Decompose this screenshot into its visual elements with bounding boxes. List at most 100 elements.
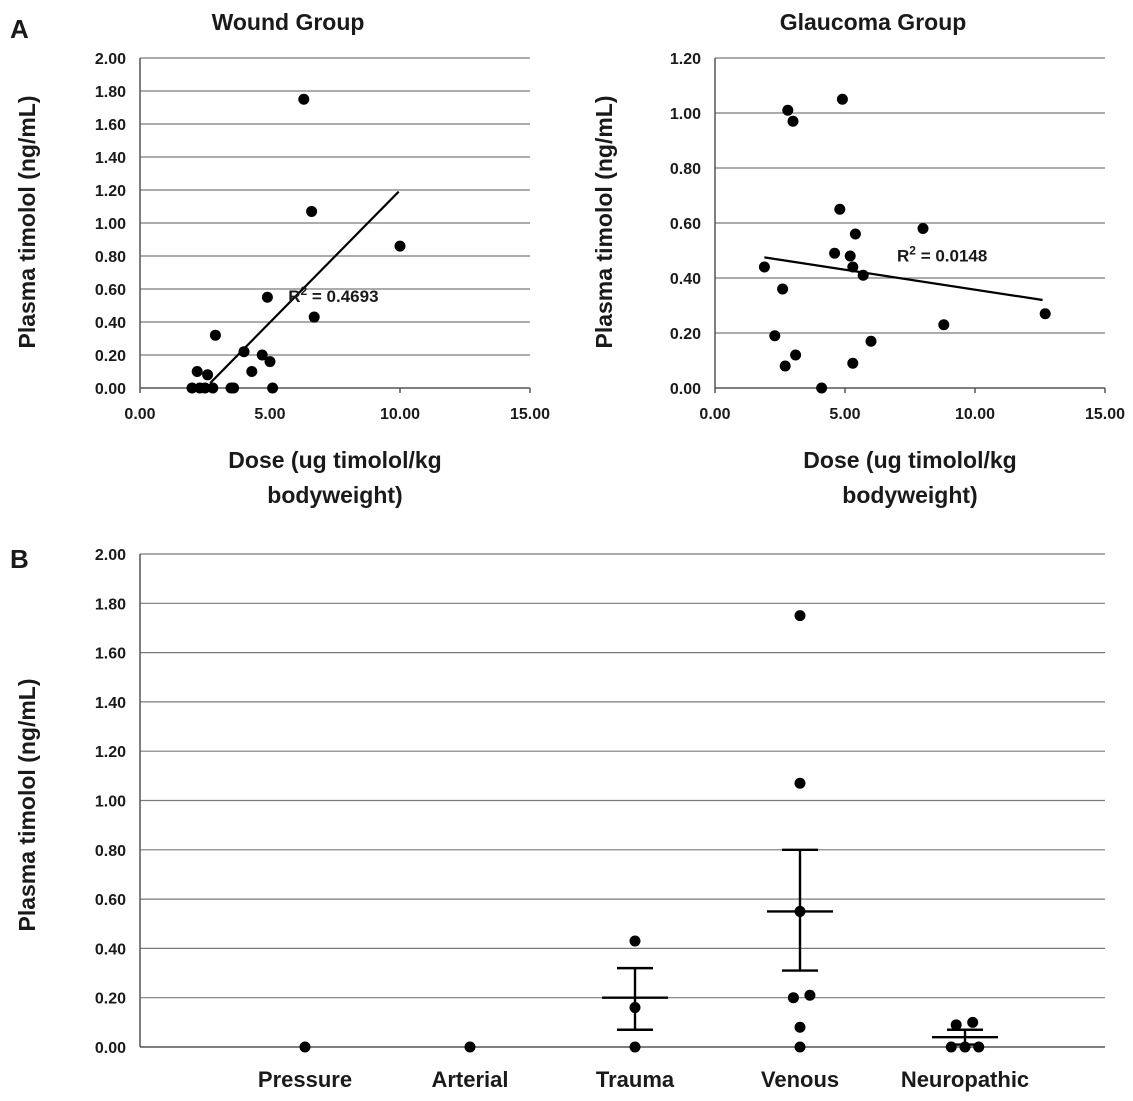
glaucoma-data-point xyxy=(847,261,859,273)
wound-data-point xyxy=(202,369,214,381)
wound-data-point xyxy=(308,311,320,323)
glaucoma-data-point xyxy=(777,283,789,295)
bytype-y-tick-label: 0.00 xyxy=(95,1040,126,1057)
bytype-y-tick-label: 1.00 xyxy=(95,794,126,811)
wound-data-point xyxy=(228,382,240,394)
glaucoma-x-axis-label-line2: bodyweight) xyxy=(842,482,977,508)
bytype-category-label: Pressure xyxy=(258,1067,352,1092)
wound-y-tick-label: 1.00 xyxy=(95,216,126,233)
glaucoma-data-point xyxy=(782,104,794,116)
bytype-y-tick-label: 2.00 xyxy=(95,547,126,564)
glaucoma-x-tick-label: 10.00 xyxy=(955,406,995,423)
bytype-y-tick-label: 1.80 xyxy=(95,596,126,613)
bytype-data-point xyxy=(794,905,806,917)
wound-data-point xyxy=(209,329,221,341)
glaucoma-data-point xyxy=(769,330,781,342)
wound-data-point xyxy=(199,382,211,394)
bytype-category-label: Arterial xyxy=(431,1067,508,1092)
bytype-data-point xyxy=(794,1021,806,1033)
glaucoma-y-axis-label: Plasma timolol (ng/mL) xyxy=(591,95,617,348)
glaucoma-data-point xyxy=(787,115,799,127)
wound-x-axis-label-line1: Dose (ug timolol/kg xyxy=(228,447,441,473)
wound-data-point xyxy=(238,346,250,358)
bytype-data-point xyxy=(629,935,641,947)
glaucoma-y-tick-label: 0.80 xyxy=(670,161,701,178)
wound-y-tick-label: 1.20 xyxy=(95,183,126,200)
wound-y-tick-label: 0.00 xyxy=(95,381,126,398)
bytype-data-point xyxy=(629,1002,641,1014)
wound-data-point xyxy=(246,366,258,377)
bytype-y-tick-label: 0.80 xyxy=(95,843,126,860)
wound-y-tick-label: 0.80 xyxy=(95,249,126,266)
bytype-data-point xyxy=(950,1019,962,1031)
wound-y-tick-label: 0.20 xyxy=(95,348,126,365)
wound-data-point xyxy=(186,382,198,394)
glaucoma-data-point xyxy=(834,203,846,215)
glaucoma-group-chart: Glaucoma Group Plasma timolol (ng/mL) Do… xyxy=(591,9,1125,508)
wound-y-tick-label: 1.40 xyxy=(95,150,126,167)
glaucoma-data-point xyxy=(758,261,770,273)
wound-y-tick-label: 1.60 xyxy=(95,117,126,134)
glaucoma-data-point xyxy=(917,223,929,234)
bytype-data-point xyxy=(794,610,806,622)
wound-x-tick-label: 0.00 xyxy=(124,406,155,423)
wound-data-point xyxy=(298,93,310,105)
wound-x-tick-label: 10.00 xyxy=(380,406,420,423)
glaucoma-chart-title: Glaucoma Group xyxy=(780,9,967,35)
glaucoma-y-tick-label: 0.60 xyxy=(670,216,701,233)
bytype-data-point xyxy=(629,1041,641,1053)
bytype-data-point xyxy=(973,1041,985,1053)
wound-data-point xyxy=(267,382,279,394)
wound-r-squared-label: R2 = 0.4693 xyxy=(288,284,378,306)
wound-data-point xyxy=(394,240,406,252)
panel-label-a: A xyxy=(10,14,29,44)
wound-x-tick-label: 15.00 xyxy=(510,406,550,423)
bytype-data-point xyxy=(787,992,799,1004)
glaucoma-y-tick-label: 0.40 xyxy=(670,271,701,288)
bytype-data-point xyxy=(945,1041,957,1053)
bytype-y-tick-label: 1.20 xyxy=(95,744,126,761)
glaucoma-data-point xyxy=(816,382,828,394)
glaucoma-r-squared-label: R2 = 0.0148 xyxy=(897,244,987,266)
bytype-y-tick-label: 1.40 xyxy=(95,695,126,712)
wound-chart-title: Wound Group xyxy=(212,9,365,35)
glaucoma-data-point xyxy=(849,228,861,240)
bytype-data-point xyxy=(967,1016,979,1028)
glaucoma-trendline xyxy=(764,256,1043,302)
glaucoma-y-tick-label: 0.00 xyxy=(670,381,701,398)
bytype-y-tick-label: 0.40 xyxy=(95,941,126,958)
wound-data-point xyxy=(256,349,268,361)
glaucoma-data-point xyxy=(865,335,877,347)
bytype-data-point xyxy=(794,777,806,789)
glaucoma-data-point xyxy=(779,360,791,372)
bytype-data-point xyxy=(959,1041,971,1053)
bytype-data-point xyxy=(804,989,816,1001)
glaucoma-data-point xyxy=(857,269,869,281)
wound-data-point xyxy=(261,291,273,303)
wound-y-tick-label: 1.80 xyxy=(95,84,126,101)
glaucoma-x-tick-label: 0.00 xyxy=(699,406,730,423)
bytype-data-point xyxy=(299,1041,311,1053)
glaucoma-x-tick-label: 5.00 xyxy=(829,406,860,423)
bytype-y-tick-label: 0.20 xyxy=(95,991,126,1008)
glaucoma-y-tick-label: 1.20 xyxy=(670,51,701,68)
bytype-category-label: Venous xyxy=(761,1067,839,1092)
wound-data-point xyxy=(306,205,318,217)
wound-x-axis-label-line2: bodyweight) xyxy=(267,482,402,508)
glaucoma-data-point xyxy=(836,93,848,105)
bytype-y-axis-label: Plasma timolol (ng/mL) xyxy=(14,678,40,931)
bytype-data-point xyxy=(794,1041,806,1053)
wound-y-tick-label: 0.60 xyxy=(95,282,126,299)
glaucoma-data-point xyxy=(847,357,859,369)
bytype-y-tick-label: 0.60 xyxy=(95,892,126,909)
glaucoma-data-point xyxy=(829,247,841,259)
glaucoma-x-tick-label: 15.00 xyxy=(1085,406,1125,423)
glaucoma-data-point xyxy=(938,319,950,331)
wound-y-tick-label: 2.00 xyxy=(95,51,126,68)
glaucoma-y-tick-label: 1.00 xyxy=(670,106,701,123)
wound-group-chart: Wound Group Plasma timolol (ng/mL) Dose … xyxy=(14,9,550,508)
bytype-y-tick-label: 1.60 xyxy=(95,646,126,663)
wound-y-axis-label: Plasma timolol (ng/mL) xyxy=(14,95,40,348)
wound-data-point xyxy=(207,382,219,394)
